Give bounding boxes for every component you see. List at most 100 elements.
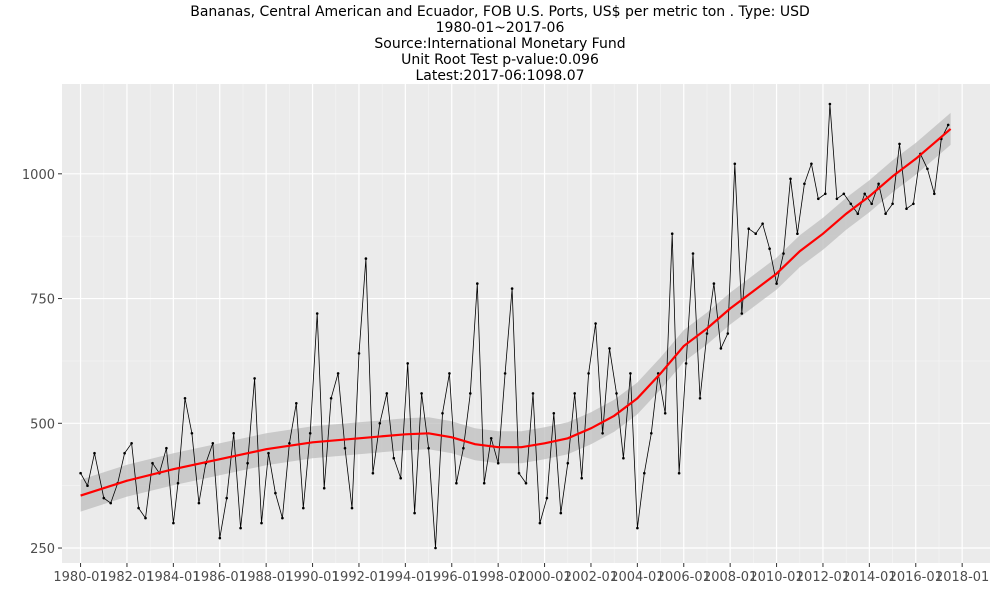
data-point (768, 247, 771, 250)
title-line-5: Latest:2017-06:1098.07 (415, 68, 585, 84)
x-tick-label: 2012-01 (796, 570, 850, 585)
data-point (274, 491, 277, 495)
data-point (197, 501, 201, 505)
data-point (406, 362, 410, 365)
x-tick-label: 1980-01 (53, 570, 107, 585)
data-point (538, 521, 542, 525)
data-point (434, 546, 437, 550)
data-point (740, 312, 744, 315)
data-point (545, 496, 549, 500)
data-point (267, 451, 270, 455)
title-line-1: Bananas, Central American and Ecuador, F… (190, 4, 810, 20)
data-point (559, 511, 563, 515)
data-point (350, 506, 354, 510)
data-point (308, 432, 312, 435)
data-point (455, 481, 458, 485)
data-point (260, 521, 263, 525)
data-point (698, 397, 702, 400)
data-point (288, 442, 291, 445)
data-point (462, 446, 465, 450)
x-tick-label: 2004-01 (610, 570, 664, 585)
series-line-trend (80, 128, 952, 497)
data-point (817, 197, 820, 201)
data-point (489, 437, 493, 440)
data-point (670, 232, 674, 235)
data-point (371, 471, 375, 475)
data-point (608, 347, 611, 350)
data-point (448, 372, 451, 375)
y-tick-label: 750 (30, 293, 55, 308)
data-point (705, 332, 709, 335)
data-point (552, 412, 556, 415)
data-point (476, 282, 479, 285)
data-point (93, 451, 96, 455)
data-point (144, 516, 147, 520)
x-tick-label: 1994-01 (378, 570, 432, 585)
data-point (302, 506, 305, 510)
data-point (636, 526, 639, 530)
data-point (531, 392, 535, 395)
x-tick-label: 2006-01 (657, 570, 711, 585)
data-point (684, 362, 688, 365)
data-point (165, 446, 168, 450)
x-tick-label: 2016-01 (889, 570, 943, 585)
chart-title: Bananas, Central American and Ecuador, F… (0, 4, 1000, 84)
data-point (842, 192, 846, 196)
data-point (849, 202, 853, 206)
x-tick-label: 2018-01 (935, 570, 989, 585)
data-point (399, 476, 403, 480)
data-point (566, 461, 570, 465)
data-point (281, 516, 284, 520)
data-point (747, 227, 750, 230)
data-point (933, 192, 936, 196)
title-line-4: Unit Root Test p-value:0.096 (401, 52, 599, 68)
x-tick-label: 1996-01 (425, 570, 479, 585)
data-point (322, 486, 326, 490)
series-layer (79, 102, 952, 550)
data-point (211, 442, 215, 445)
data-point (891, 202, 894, 206)
data-point (726, 332, 730, 335)
data-point (615, 392, 618, 395)
data-point (782, 252, 785, 255)
data-point (232, 432, 235, 435)
x-tick-label: 2008-01 (703, 570, 757, 585)
data-point (315, 312, 319, 315)
data-point (573, 392, 576, 395)
data-point (761, 222, 764, 225)
data-point (719, 347, 723, 350)
data-point (336, 372, 340, 375)
y-tick-label: 500 (30, 417, 55, 432)
data-point (803, 182, 806, 186)
data-point (176, 481, 180, 485)
data-point (580, 476, 583, 480)
data-point (469, 392, 472, 395)
data-point (364, 257, 368, 260)
data-point (151, 461, 154, 465)
data-point (102, 496, 106, 500)
data-point (650, 432, 653, 435)
data-point (109, 501, 112, 505)
data-point (594, 322, 597, 325)
data-point (810, 162, 813, 166)
data-point (190, 432, 194, 435)
data-point (137, 506, 140, 510)
x-tick-label: 1982-01 (100, 570, 154, 585)
data-point (629, 372, 632, 375)
x-tick-label: 2002-01 (564, 570, 618, 585)
data-point (691, 252, 695, 255)
data-point (775, 282, 778, 285)
x-tick-label: 2000-01 (517, 570, 571, 585)
data-point (503, 372, 507, 375)
data-point (441, 412, 444, 415)
data-point (524, 481, 528, 485)
data-point (754, 232, 757, 235)
data-point (789, 177, 792, 181)
data-point (357, 352, 361, 355)
data-point (218, 536, 222, 540)
data-point (79, 471, 82, 475)
data-point (835, 197, 839, 201)
data-point (123, 451, 126, 455)
data-point (420, 392, 423, 395)
